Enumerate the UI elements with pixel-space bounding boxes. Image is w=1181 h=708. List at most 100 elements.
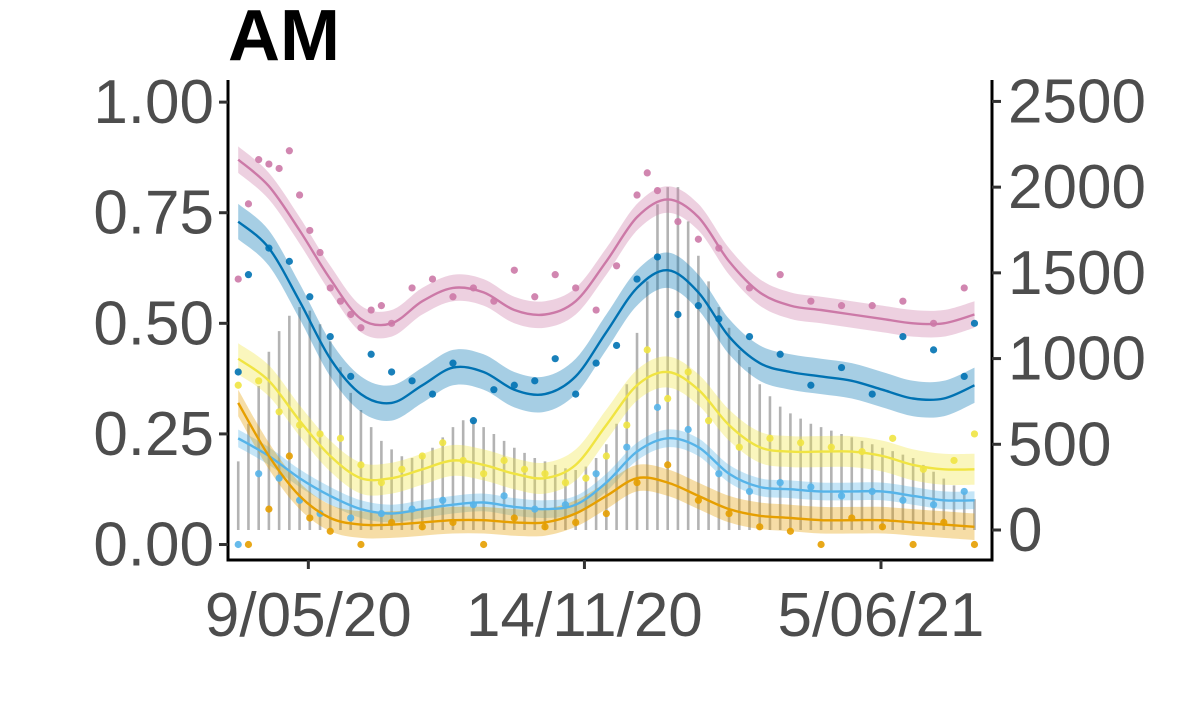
series-4-point — [837, 492, 846, 500]
series-2-point — [490, 386, 498, 394]
series-2-point — [674, 310, 682, 319]
series-2-point — [449, 359, 457, 367]
series-2-point — [234, 368, 242, 376]
axes — [226, 80, 994, 562]
series-2-point — [244, 271, 253, 279]
series-1-point — [960, 284, 968, 292]
series-3-point — [623, 421, 631, 429]
series-4-point — [500, 492, 508, 500]
series-1-band — [238, 146, 975, 339]
series-3-point — [336, 434, 345, 442]
y-left-tick-label: 0.50 — [93, 289, 214, 358]
series-3-point — [520, 465, 529, 473]
series-4-point — [715, 470, 723, 478]
series-3-point — [316, 430, 324, 438]
series-2-point — [837, 363, 846, 372]
series-2-point — [612, 341, 621, 350]
series-3-line — [237, 357, 975, 482]
y-left-tick-label: 0.00 — [93, 511, 214, 580]
series-2-line — [237, 220, 975, 405]
series-1-point — [285, 147, 293, 155]
series-5-point — [694, 496, 702, 504]
series-4-point — [275, 474, 283, 482]
series-5-point — [541, 523, 549, 531]
series-3-point — [797, 439, 805, 447]
series-2-point — [367, 350, 375, 358]
series-5-point — [572, 518, 580, 526]
series-1-point — [572, 284, 580, 292]
series-2-point — [694, 302, 702, 310]
x-tick-label: 5/06/21 — [778, 581, 985, 650]
series-1-point — [551, 271, 559, 279]
series-2-point — [326, 332, 334, 341]
series-1-point — [612, 262, 621, 270]
y-right-tick-label: 2500 — [1008, 67, 1146, 136]
series-5-point — [664, 461, 672, 469]
series-3-point — [439, 439, 447, 447]
series-3-point — [480, 470, 488, 478]
series-5-point — [602, 509, 610, 518]
series-3-point — [766, 434, 774, 442]
series-4-point — [653, 403, 662, 411]
series-2-point — [653, 253, 662, 261]
series-4-point — [255, 470, 263, 478]
series-4-point — [960, 487, 968, 496]
series-1-point — [531, 293, 539, 301]
series-1-point — [275, 164, 283, 173]
series-5-point — [357, 540, 365, 549]
series-2-band — [238, 203, 975, 421]
series-5-point — [326, 527, 334, 535]
series-1-point — [428, 275, 437, 283]
y-left-tick-label: 0.75 — [93, 179, 214, 248]
series-1-point — [316, 248, 324, 257]
series-2-point — [776, 350, 784, 358]
x-tick-label: 14/11/20 — [466, 581, 703, 650]
series-5-point — [306, 514, 314, 522]
series-1-point — [837, 302, 846, 310]
series-2-point — [428, 390, 437, 398]
series-2-point — [388, 368, 396, 376]
series-1-point — [807, 297, 815, 305]
series-2-point — [807, 381, 815, 389]
y-left-tick-label: 0.25 — [93, 400, 214, 469]
series-3-point — [500, 456, 508, 465]
series-1-point — [868, 302, 876, 310]
series-5-line — [237, 402, 975, 528]
series-5-point — [725, 509, 733, 518]
series-1-point — [643, 169, 651, 177]
series-2-point — [510, 381, 518, 389]
chart-title: AM — [228, 0, 340, 76]
series-3-point — [735, 443, 743, 451]
series-1-point — [377, 302, 385, 310]
series-1-point — [255, 156, 263, 164]
series-1-point — [592, 306, 600, 314]
series-4-band — [238, 429, 975, 523]
series-5-point — [756, 523, 764, 531]
series-2-point — [868, 390, 876, 398]
y-right-tick-label: 0 — [1008, 496, 1042, 565]
series-4-point — [623, 443, 631, 451]
series-1-point — [510, 266, 518, 274]
series-1-point — [265, 160, 273, 168]
series-3-point — [684, 368, 692, 376]
series-2-point — [347, 372, 355, 381]
series-2-point — [469, 417, 478, 425]
series-1-point — [367, 306, 375, 314]
series-3-point — [643, 346, 651, 354]
series-2-point — [572, 390, 580, 398]
series-2-point — [899, 332, 907, 341]
series-4-point — [776, 478, 784, 487]
x-tick-label: 9/05/20 — [205, 581, 412, 650]
series-4-point — [234, 540, 242, 549]
series-1-point — [674, 217, 682, 226]
series-3-point — [602, 452, 610, 460]
series-3-point — [561, 478, 570, 487]
series-3-point — [541, 470, 549, 478]
series-2-point — [970, 319, 979, 327]
series-1-line — [237, 158, 975, 327]
series-5-point — [817, 540, 825, 549]
series-3-point — [705, 417, 713, 425]
series-4-point — [899, 496, 907, 504]
series-5-point — [265, 505, 273, 513]
series-1-point — [899, 297, 907, 305]
